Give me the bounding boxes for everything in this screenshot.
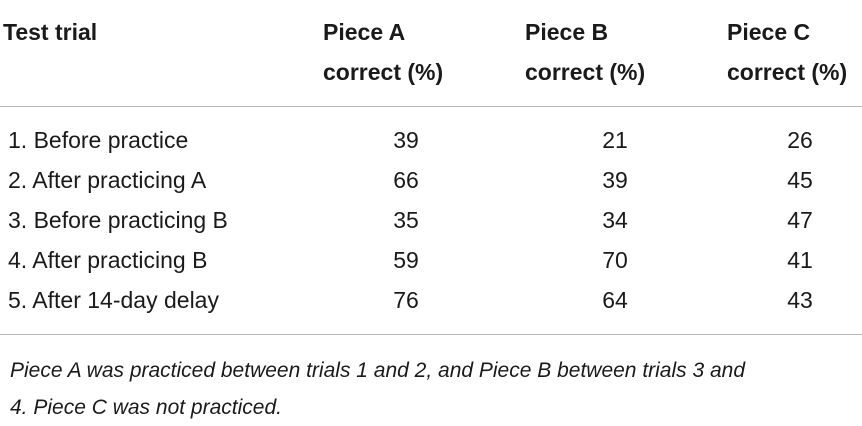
- row-trial-label: 2. After practicing A: [8, 167, 207, 193]
- row-trial-label: 5. After 14-day delay: [8, 287, 219, 313]
- cell-piece-c-value: 47: [787, 207, 813, 233]
- results-table: Test trial Piece A correct (%) Piece B c…: [0, 0, 862, 335]
- header-piece-c-line2: correct (%): [727, 59, 848, 85]
- cell-piece-b-value: 64: [602, 287, 628, 313]
- table-footnote: Piece A was practiced between trials 1 a…: [10, 352, 862, 426]
- table-row: 4. After practicing B 59 70 41: [0, 240, 862, 280]
- header-test-trial: Test trial: [0, 0, 318, 107]
- cell-piece-a-value: 59: [393, 247, 419, 273]
- cell-piece-a-value: 35: [393, 207, 419, 233]
- header-test-trial-label: Test trial: [3, 19, 98, 45]
- cell-piece-c-value: 41: [787, 247, 813, 273]
- cell-piece-c: 45: [722, 160, 862, 200]
- header-piece-b-line1: Piece B: [525, 19, 609, 45]
- row-trial-label: 4. After practicing B: [8, 247, 208, 273]
- cell-piece-b-value: 39: [602, 167, 628, 193]
- row-trial-label: 1. Before practice: [8, 127, 189, 153]
- header-row: Test trial Piece A correct (%) Piece B c…: [0, 0, 862, 107]
- header-piece-c: Piece C correct (%): [722, 0, 862, 107]
- header-piece-a-line2: correct (%): [323, 59, 444, 85]
- header-piece-a-line1: Piece A: [323, 19, 406, 45]
- table-header: Test trial Piece A correct (%) Piece B c…: [0, 0, 862, 107]
- cell-piece-c: 26: [722, 107, 862, 161]
- cell-piece-c-value: 26: [787, 127, 813, 153]
- results-table-container: Test trial Piece A correct (%) Piece B c…: [0, 0, 862, 335]
- cell-piece-a: 59: [318, 240, 520, 280]
- cell-piece-a-value: 66: [393, 167, 419, 193]
- cell-piece-b: 39: [520, 160, 722, 200]
- table-body: 1. Before practice 39 21 26 2. After pra…: [0, 107, 862, 335]
- cell-piece-b-value: 34: [602, 207, 628, 233]
- cell-piece-b: 21: [520, 107, 722, 161]
- row-trial-label: 3. Before practicing B: [8, 207, 228, 233]
- header-piece-b: Piece B correct (%): [520, 0, 722, 107]
- cell-piece-a: 76: [318, 280, 520, 335]
- footnote-line-1: Piece A was practiced between trials 1 a…: [10, 359, 746, 382]
- cell-piece-a-value: 76: [393, 287, 419, 313]
- cell-piece-a-value: 39: [393, 127, 419, 153]
- cell-piece-b: 70: [520, 240, 722, 280]
- header-piece-c-line1: Piece C: [727, 19, 811, 45]
- cell-piece-b-value: 70: [602, 247, 628, 273]
- cell-piece-b-value: 21: [602, 127, 628, 153]
- table-row: 2. After practicing A 66 39 45: [0, 160, 862, 200]
- cell-piece-c-value: 43: [787, 287, 813, 313]
- header-piece-a: Piece A correct (%): [318, 0, 520, 107]
- table-row: 1. Before practice 39 21 26: [0, 107, 862, 161]
- cell-piece-b: 34: [520, 200, 722, 240]
- header-piece-b-line2: correct (%): [525, 59, 646, 85]
- cell-piece-b: 64: [520, 280, 722, 335]
- cell-piece-a: 66: [318, 160, 520, 200]
- cell-piece-c-value: 45: [787, 167, 813, 193]
- cell-piece-c: 43: [722, 280, 862, 335]
- cell-piece-c: 47: [722, 200, 862, 240]
- table-row: 5. After 14-day delay 76 64 43: [0, 280, 862, 335]
- cell-piece-a: 35: [318, 200, 520, 240]
- footnote-line-2: 4. Piece C was not practiced.: [10, 396, 282, 419]
- cell-piece-a: 39: [318, 107, 520, 161]
- table-row: 3. Before practicing B 35 34 47: [0, 200, 862, 240]
- cell-piece-c: 41: [722, 240, 862, 280]
